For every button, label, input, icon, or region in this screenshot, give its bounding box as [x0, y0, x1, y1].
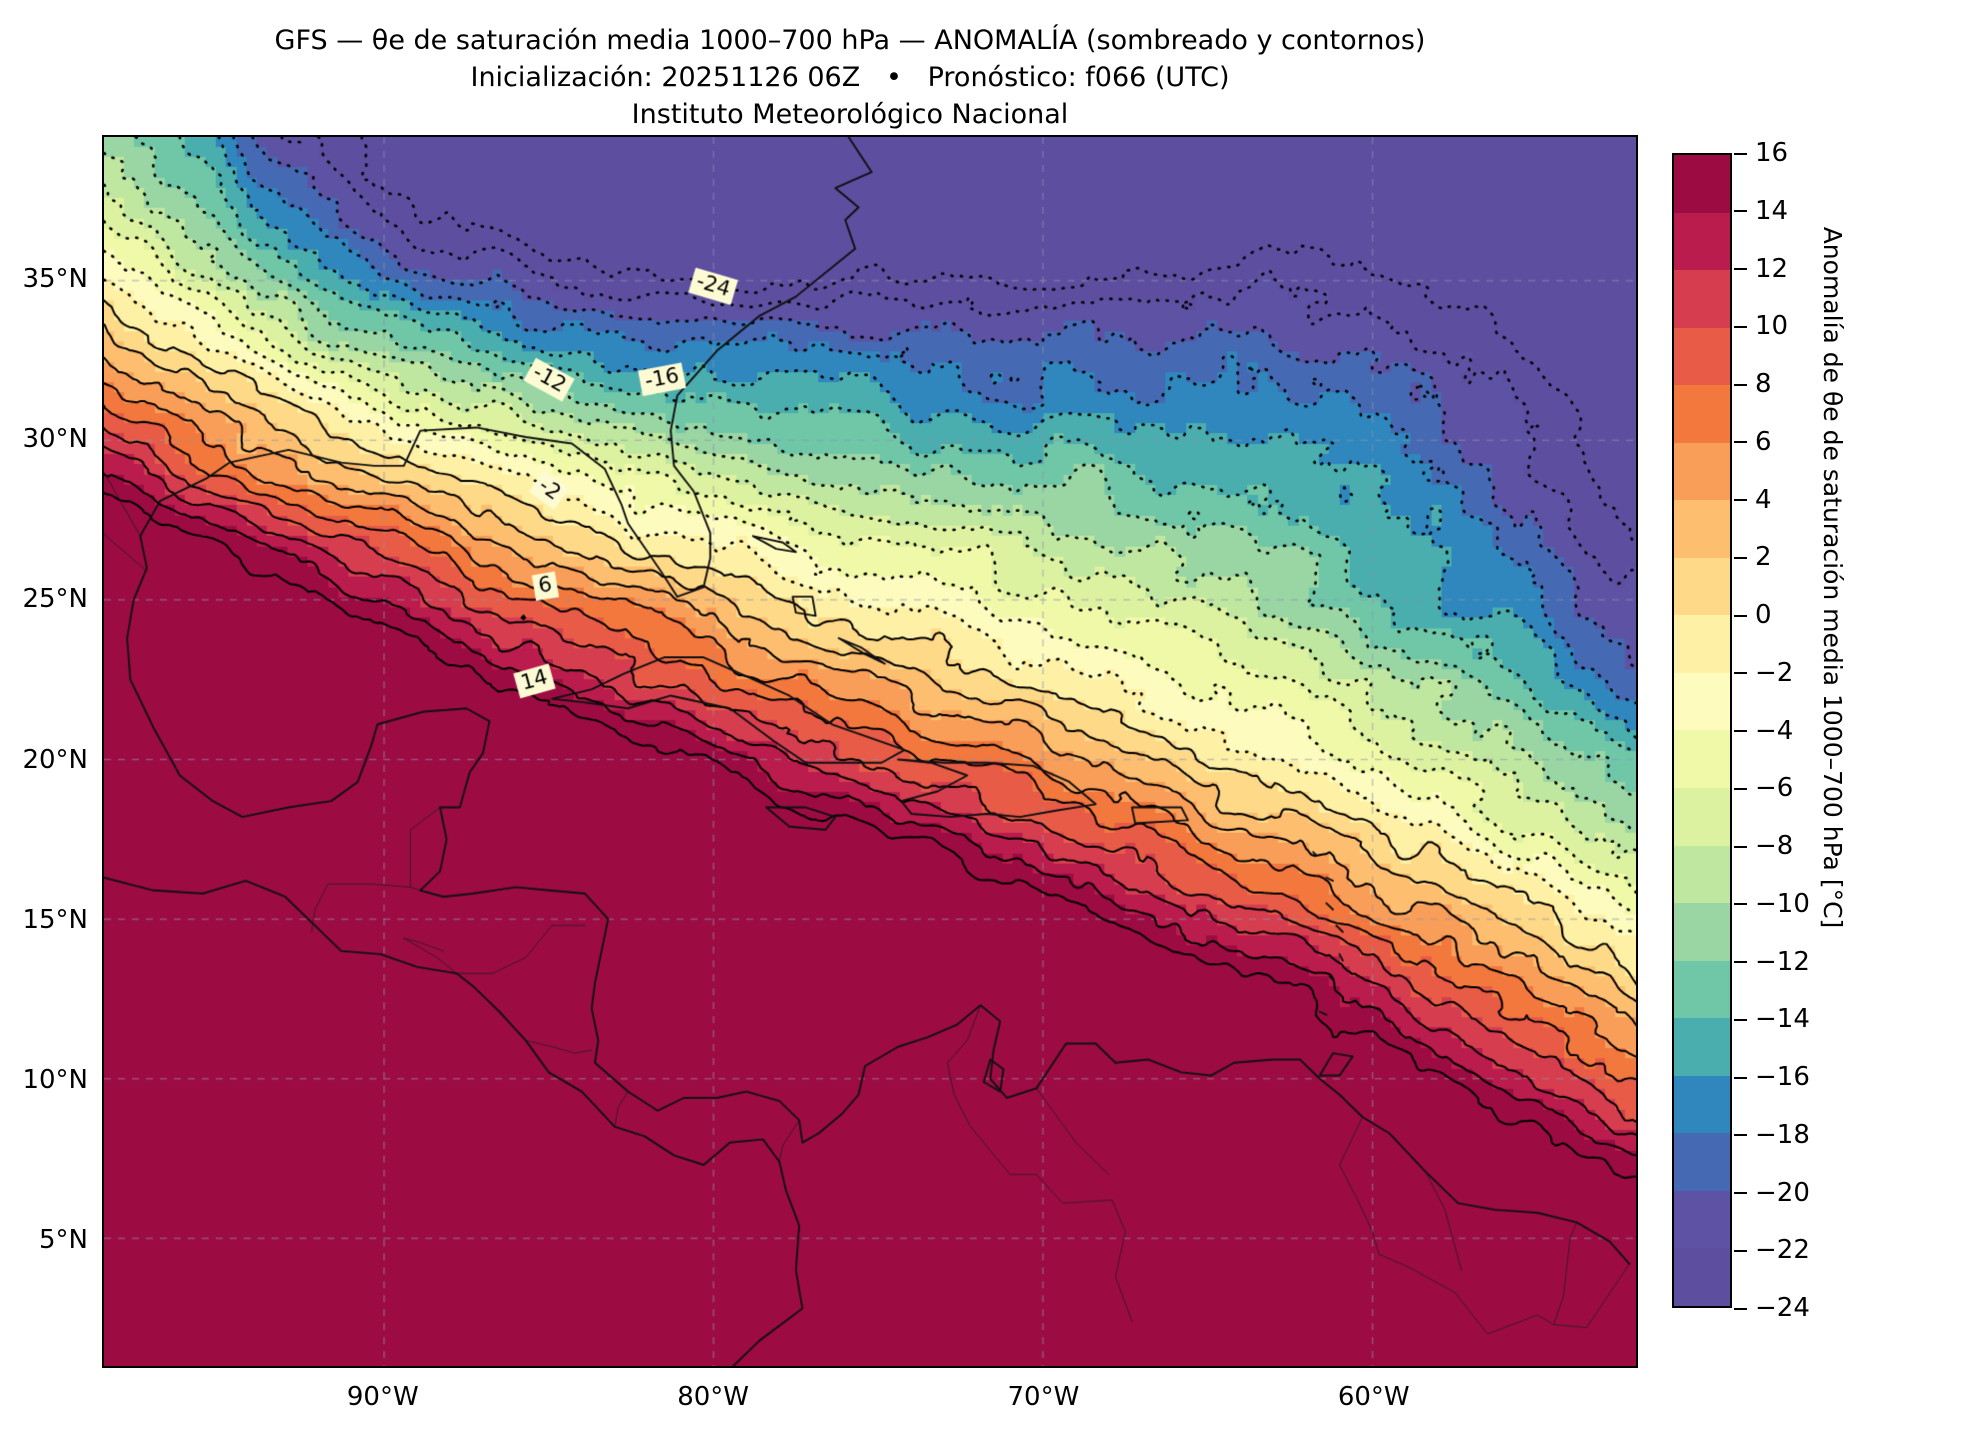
- colorbar[interactable]: [1672, 153, 1732, 1308]
- latitude-tick-label: 35°N: [22, 264, 88, 295]
- latitude-axis: 35°N 30°N 25°N 20°N 15°N 10°N 5°N: [0, 0, 88, 1440]
- colorbar-axis-label: Anomalía de θe de saturación media 1000–…: [1818, 226, 1847, 929]
- colorbar-tick-label: 6: [1734, 427, 1772, 457]
- colorbar-segment: [1674, 960, 1730, 1019]
- colorbar-tick-label: 0: [1734, 600, 1772, 630]
- colorbar-segment: [1674, 557, 1730, 616]
- latitude-tick-label: 30°N: [22, 424, 88, 455]
- colorbar-ticks: 16 14 12 10 8 6 4 2 0 −2 −4 −6 −8 −10 −12 −14 −16 −18 −20 −…: [1734, 138, 1854, 1323]
- colorbar-tick-label: −8: [1734, 831, 1793, 861]
- colorbar-tick-label: −14: [1734, 1004, 1810, 1034]
- colorbar-segment: [1674, 615, 1730, 673]
- colorbar-segment: [1674, 788, 1730, 846]
- colorbar-tick-label: 10: [1734, 311, 1788, 341]
- longitude-tick-label: 90°W: [346, 1382, 419, 1412]
- colorbar-segment: [1674, 1190, 1730, 1249]
- colorbar-segment: [1674, 672, 1730, 731]
- colorbar-tick-label: −4: [1734, 716, 1793, 746]
- figure-title-block: GFS — θe de saturación media 1000–700 hP…: [0, 22, 1700, 133]
- latitude-tick-label: 10°N: [22, 1064, 88, 1095]
- latitude-tick-label: 20°N: [22, 744, 88, 775]
- colorbar-segment: [1674, 845, 1730, 904]
- anomaly-heatmap-canvas: [104, 137, 1636, 1366]
- colorbar-segment: [1674, 385, 1730, 443]
- colorbar-segment: [1674, 327, 1730, 386]
- latitude-tick-label: 15°N: [22, 904, 88, 935]
- map-plot-area[interactable]: [102, 135, 1638, 1368]
- longitude-tick-label: 80°W: [677, 1382, 749, 1412]
- colorbar-segment: [1674, 212, 1730, 271]
- colorbar-tick-label: 4: [1734, 485, 1772, 515]
- colorbar-tick-label: −2: [1734, 658, 1793, 688]
- longitude-tick-label: 60°W: [1337, 1382, 1410, 1412]
- colorbar-tick-label: −20: [1734, 1178, 1810, 1208]
- colorbar-tick-label: 12: [1734, 254, 1788, 284]
- colorbar-tick-label: −18: [1734, 1120, 1810, 1150]
- colorbar-tick-label: 14: [1734, 196, 1788, 226]
- colorbar-segment: [1674, 730, 1730, 789]
- colorbar-segment: [1674, 903, 1730, 961]
- longitude-tick-label: 70°W: [1007, 1382, 1080, 1412]
- colorbar-tick-label: 2: [1734, 542, 1772, 572]
- colorbar-segment: [1674, 1248, 1730, 1306]
- colorbar-segment: [1674, 1075, 1730, 1134]
- longitude-axis: 90°W 80°W 70°W 60°W: [0, 1382, 1980, 1422]
- colorbar-segment: [1674, 500, 1730, 558]
- title-subline-init: Inicialización: 20251126 06Z • Pronóstic…: [470, 62, 1230, 93]
- colorbar-tick-label: −6: [1734, 773, 1793, 803]
- colorbar-tick-label: 16: [1734, 138, 1788, 168]
- colorbar-segment: [1674, 1133, 1730, 1191]
- colorbar-tick-label: −12: [1734, 947, 1810, 977]
- page-title: GFS — θe de saturación media 1000–700 hP…: [274, 25, 1426, 56]
- colorbar-segment: [1674, 442, 1730, 501]
- title-subline-institute: Instituto Meteorológico Nacional: [631, 99, 1069, 130]
- latitude-tick-label: 25°N: [22, 584, 88, 615]
- colorbar-segment: [1674, 155, 1730, 213]
- colorbar-tick-label: −22: [1734, 1235, 1810, 1265]
- colorbar-tick-label: 8: [1734, 369, 1772, 399]
- colorbar-tick-label: −24: [1734, 1293, 1810, 1323]
- colorbar-segment: [1674, 270, 1730, 328]
- colorbar-tick-label: −16: [1734, 1062, 1810, 1092]
- colorbar-segment: [1674, 1018, 1730, 1076]
- latitude-tick-label: 5°N: [39, 1224, 88, 1255]
- colorbar-tick-label: −10: [1734, 889, 1810, 919]
